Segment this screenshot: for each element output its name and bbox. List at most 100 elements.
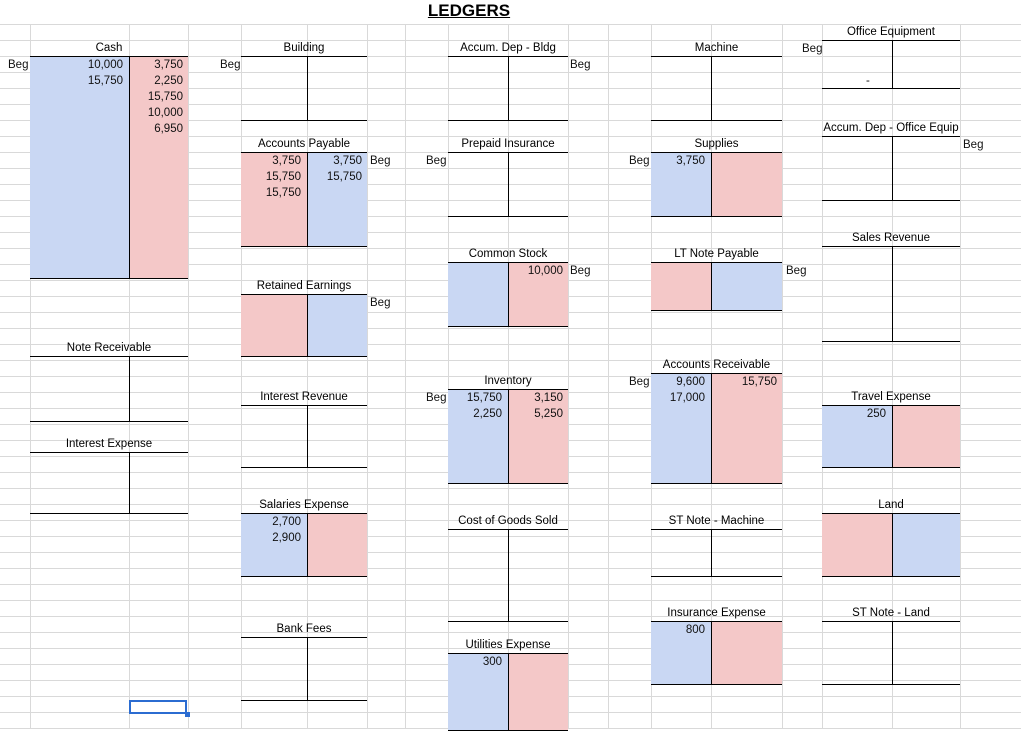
account-title: Sales Revenue bbox=[822, 231, 960, 247]
beginning-balance-label: Beg bbox=[370, 297, 391, 309]
debit-side[interactable] bbox=[822, 622, 892, 684]
debit-side[interactable] bbox=[241, 406, 307, 467]
credit-side[interactable] bbox=[893, 622, 960, 684]
t-account-note-receivable: Note Receivable bbox=[30, 341, 188, 422]
t-account-bottom-rule bbox=[241, 700, 367, 701]
account-title: Salaries Expense bbox=[241, 498, 367, 514]
credit-side[interactable] bbox=[509, 530, 568, 621]
t-account-land: Land bbox=[822, 498, 960, 577]
t-account-bottom-rule bbox=[822, 467, 960, 468]
credit-side[interactable] bbox=[893, 514, 960, 576]
debit-side[interactable] bbox=[651, 57, 711, 120]
debit-side[interactable] bbox=[651, 263, 711, 310]
t-account-machine: Machine bbox=[651, 41, 782, 121]
credit-side[interactable] bbox=[308, 295, 367, 356]
t-account-inventory: Inventory 15,750 2,250 3,150 5,250 bbox=[448, 374, 568, 484]
credit-side[interactable] bbox=[712, 374, 782, 483]
debit-side[interactable] bbox=[241, 295, 307, 356]
debit-side[interactable] bbox=[448, 530, 508, 621]
credit-side[interactable] bbox=[893, 41, 960, 88]
debit-side[interactable] bbox=[651, 622, 711, 684]
t-account-divider bbox=[508, 530, 509, 621]
debit-side[interactable] bbox=[241, 638, 307, 700]
debit-side[interactable] bbox=[241, 514, 307, 576]
t-account-divider bbox=[307, 57, 308, 120]
credit-side[interactable] bbox=[509, 390, 568, 483]
debit-side[interactable] bbox=[651, 530, 711, 576]
selected-cell[interactable] bbox=[129, 700, 187, 714]
t-account-divider bbox=[307, 153, 308, 246]
credit-side[interactable] bbox=[308, 153, 367, 246]
t-account-divider bbox=[307, 514, 308, 576]
credit-side[interactable] bbox=[509, 263, 568, 326]
credit-side[interactable] bbox=[130, 57, 188, 278]
debit-side[interactable] bbox=[30, 57, 129, 278]
t-account-divider bbox=[892, 514, 893, 576]
debit-side[interactable] bbox=[241, 57, 307, 120]
credit-side[interactable] bbox=[130, 357, 188, 421]
credit-amount: 2,250 bbox=[154, 75, 183, 87]
beginning-balance-label: Beg bbox=[629, 155, 650, 167]
t-account-bottom-rule bbox=[30, 513, 188, 514]
credit-side[interactable] bbox=[712, 263, 782, 310]
t-account-travel-expense: Travel Expense 250 bbox=[822, 390, 960, 468]
t-account-cogs: Cost of Goods Sold bbox=[448, 514, 568, 622]
debit-amount: 9,600 bbox=[676, 376, 705, 388]
credit-amount: 15,750 bbox=[326, 171, 362, 183]
beginning-balance-label: Beg bbox=[629, 376, 650, 388]
debit-side[interactable] bbox=[651, 374, 711, 483]
credit-side[interactable] bbox=[712, 57, 782, 120]
debit-side[interactable] bbox=[822, 41, 892, 88]
debit-side[interactable] bbox=[651, 153, 711, 216]
credit-amount: 15,750 bbox=[741, 376, 777, 388]
credit-side[interactable] bbox=[509, 153, 568, 216]
credit-amount: 6,950 bbox=[154, 123, 183, 135]
credit-side[interactable] bbox=[130, 453, 188, 513]
t-account-bottom-rule bbox=[651, 216, 782, 217]
credit-amount: 5,250 bbox=[534, 408, 563, 420]
debit-side[interactable] bbox=[448, 153, 508, 216]
debit-side[interactable] bbox=[448, 390, 508, 483]
account-title: Interest Expense bbox=[30, 437, 188, 453]
debit-side[interactable] bbox=[822, 247, 892, 341]
debit-side[interactable] bbox=[822, 137, 892, 200]
debit-amount: 3,750 bbox=[272, 155, 301, 167]
credit-side[interactable] bbox=[308, 406, 367, 467]
debit-side[interactable] bbox=[448, 263, 508, 326]
beginning-balance-label: Beg bbox=[570, 59, 591, 71]
t-account-accum-dep-office: Accum. Dep - Office Equip bbox=[822, 121, 960, 201]
t-account-bottom-rule bbox=[822, 684, 960, 685]
t-account-common-stock: Common Stock 10,000 bbox=[448, 247, 568, 327]
debit-side[interactable] bbox=[241, 153, 307, 246]
t-account-interest-expense: Interest Expense bbox=[30, 437, 188, 514]
credit-amount: 3,150 bbox=[534, 392, 563, 404]
debit-side[interactable] bbox=[30, 357, 129, 421]
debit-side[interactable] bbox=[448, 654, 508, 730]
t-account-building: Building bbox=[241, 41, 367, 121]
debit-side[interactable] bbox=[30, 453, 129, 513]
credit-side[interactable] bbox=[509, 654, 568, 730]
t-account-divider bbox=[892, 406, 893, 467]
account-title: Inventory bbox=[448, 374, 568, 390]
credit-side[interactable] bbox=[308, 57, 367, 120]
account-title: Retained Earnings bbox=[241, 279, 367, 295]
debit-side[interactable] bbox=[822, 406, 892, 467]
credit-side[interactable] bbox=[308, 514, 367, 576]
credit-side[interactable] bbox=[308, 638, 367, 700]
t-account-divider bbox=[711, 530, 712, 576]
t-account-bank-fees: Bank Fees bbox=[241, 622, 367, 701]
credit-side[interactable] bbox=[509, 57, 568, 120]
credit-side[interactable] bbox=[712, 153, 782, 216]
credit-side[interactable] bbox=[893, 137, 960, 200]
credit-side[interactable] bbox=[893, 406, 960, 467]
credit-side[interactable] bbox=[893, 247, 960, 341]
beginning-balance-label: Beg bbox=[426, 392, 447, 404]
account-title: Note Receivable bbox=[30, 341, 188, 357]
credit-side[interactable] bbox=[712, 530, 782, 576]
credit-side[interactable] bbox=[712, 622, 782, 684]
debit-amount: 2,700 bbox=[272, 516, 301, 528]
debit-side[interactable] bbox=[448, 57, 508, 120]
debit-side[interactable] bbox=[822, 514, 892, 576]
t-account-divider bbox=[711, 263, 712, 310]
fill-handle[interactable] bbox=[185, 712, 190, 717]
